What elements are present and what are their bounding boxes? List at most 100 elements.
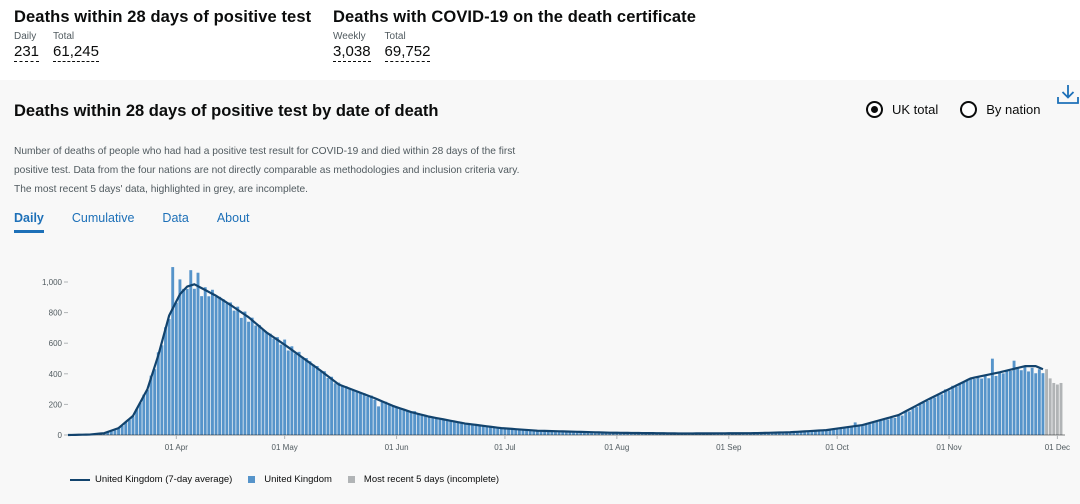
y-tick-label: 400 xyxy=(49,370,63,379)
bar-uk xyxy=(922,402,926,435)
bar-uk xyxy=(232,310,236,435)
bar-uk xyxy=(933,397,937,435)
bar-uk xyxy=(1030,367,1034,435)
bar-uk xyxy=(416,413,420,435)
download-button[interactable] xyxy=(1056,82,1080,106)
bar-uk xyxy=(586,432,590,435)
bar-uk xyxy=(871,422,875,435)
radio-uk-total[interactable]: UK total xyxy=(866,101,938,118)
bar-uk xyxy=(792,432,796,435)
bar-uk xyxy=(189,270,193,435)
bar-uk xyxy=(990,358,994,435)
bar-uk xyxy=(182,288,185,435)
legend-incomplete-swatch xyxy=(347,476,355,483)
metric-daily: Daily 231 xyxy=(14,31,40,62)
bar-uk xyxy=(203,287,207,435)
bar-uk xyxy=(882,419,886,435)
metric-value[interactable]: 61,245 xyxy=(53,43,99,62)
bar-uk xyxy=(1027,371,1030,435)
radio-label: By nation xyxy=(986,102,1041,117)
radio-label: UK total xyxy=(892,102,939,117)
radio-by-nation[interactable]: By nation xyxy=(960,101,1040,118)
bar-uk xyxy=(369,395,373,435)
bar-uk xyxy=(405,411,409,435)
bar-incomplete xyxy=(1045,369,1048,435)
bar-uk xyxy=(499,428,503,435)
radio-unchecked-icon[interactable] xyxy=(960,101,978,118)
legend-label: Most recent 5 days (incomplete) xyxy=(363,474,500,485)
bar-uk xyxy=(366,396,370,435)
tab-about[interactable]: About xyxy=(216,211,250,225)
bar-uk xyxy=(113,430,117,435)
bar-uk xyxy=(467,424,471,435)
bar-uk xyxy=(254,325,258,435)
metric-weekly: Weekly 3,038 xyxy=(333,31,371,62)
bar-uk xyxy=(427,416,431,435)
metric-value[interactable]: 69,752 xyxy=(384,43,431,62)
bar-uk xyxy=(554,431,557,435)
bar-uk xyxy=(846,427,850,435)
metric-label: Total xyxy=(384,31,406,42)
bar-uk xyxy=(391,405,395,435)
bar-uk xyxy=(167,319,171,435)
bar-uk xyxy=(257,324,261,435)
bar-uk xyxy=(489,426,492,435)
card-description: Number of deaths of people who had had a… xyxy=(14,146,520,195)
bar-uk xyxy=(236,306,240,435)
bar-uk xyxy=(294,353,297,435)
metric-value[interactable]: 231 xyxy=(14,43,40,62)
headline-title: Deaths with COVID-19 on the death certif… xyxy=(333,8,696,26)
series-line-7-day-average xyxy=(67,283,1044,437)
bar-uk xyxy=(174,302,178,435)
x-tick-label: 01 Aug xyxy=(604,443,629,452)
bar-uk xyxy=(106,432,110,435)
bar-incomplete xyxy=(1048,378,1052,435)
bar-uk xyxy=(557,430,561,435)
bar-uk xyxy=(456,421,460,435)
bar-uk xyxy=(120,425,124,435)
bar-uk xyxy=(965,380,969,435)
legend-label: United Kingdom xyxy=(264,474,332,485)
bar-uk xyxy=(579,431,583,435)
bar-uk xyxy=(348,388,352,435)
bar-uk xyxy=(532,430,536,435)
bar-uk xyxy=(146,389,149,435)
bar-incomplete xyxy=(1059,382,1063,435)
radio-checked-icon[interactable] xyxy=(866,101,883,118)
metric-value[interactable]: 3,038 xyxy=(333,43,371,62)
bar-uk xyxy=(611,432,615,435)
bar-uk xyxy=(395,406,399,435)
bar-uk xyxy=(243,311,247,435)
bar-uk xyxy=(832,429,835,435)
tab-cumulative[interactable]: Cumulative xyxy=(71,211,135,225)
bar-uk xyxy=(268,333,272,435)
bar-uk xyxy=(568,431,572,435)
bar-uk xyxy=(196,272,200,435)
bar-uk xyxy=(362,393,366,435)
bar-uk xyxy=(507,428,510,435)
bar-uk xyxy=(788,432,792,435)
bar-uk xyxy=(380,402,384,435)
x-tick-label: 01 Sep xyxy=(716,443,742,452)
bar-uk xyxy=(192,288,196,435)
bar-uk xyxy=(1012,360,1016,435)
bar-uk xyxy=(250,317,254,435)
x-tick-label: 01 Jun xyxy=(385,443,409,452)
bar-uk xyxy=(387,404,391,435)
bar-uk xyxy=(142,394,146,435)
bar-uk xyxy=(608,432,612,435)
headline-deaths-certificate: Deaths with COVID-19 on the death certif… xyxy=(333,8,696,62)
bar-uk xyxy=(514,429,518,435)
bar-uk xyxy=(597,432,601,435)
bar-uk xyxy=(947,390,951,435)
bar-uk xyxy=(998,371,1002,435)
tab-data[interactable]: Data xyxy=(162,211,189,225)
bar-uk xyxy=(304,358,308,435)
bar-uk xyxy=(994,375,998,435)
legend-item-average: United Kingdom (7-day average) xyxy=(70,474,232,485)
bar-uk xyxy=(207,296,211,435)
bar-uk xyxy=(969,378,973,435)
bar-uk xyxy=(319,371,323,435)
tab-daily[interactable]: Daily xyxy=(14,211,44,233)
bar-uk xyxy=(543,430,547,435)
